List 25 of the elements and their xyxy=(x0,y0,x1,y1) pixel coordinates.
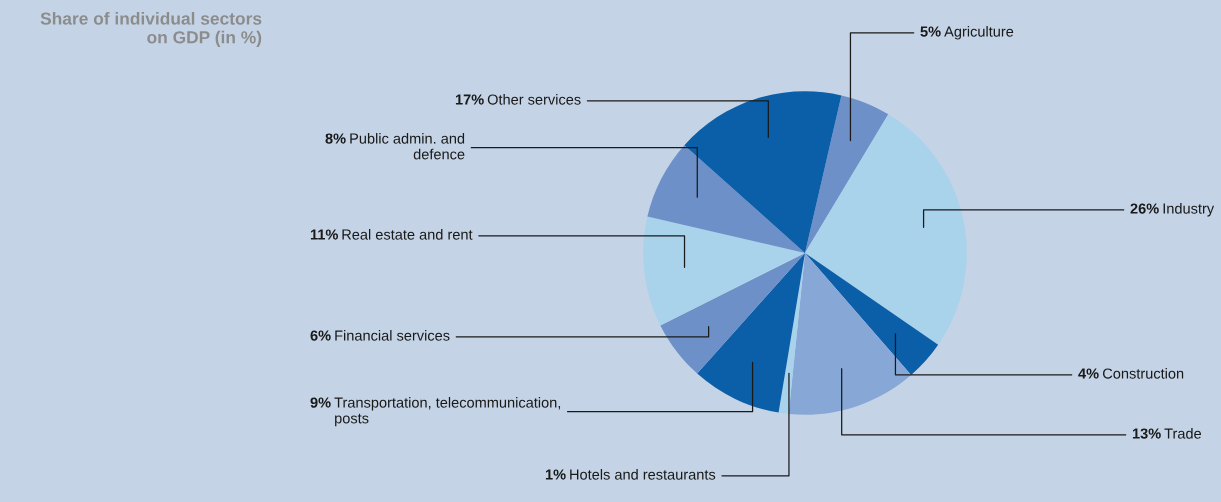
slice-label: Real estate and rent xyxy=(342,229,473,240)
slice-label: Construction xyxy=(1102,368,1184,379)
slice-label: Trade xyxy=(1164,428,1202,439)
slice-label: Agriculture xyxy=(944,26,1014,40)
pie-slice xyxy=(805,114,967,345)
slice-label: Industry xyxy=(1163,203,1215,217)
data-label: 8% xyxy=(325,133,346,144)
data-label: 17% xyxy=(455,94,484,105)
slice-label: Other services xyxy=(487,94,581,105)
data-label: 13% xyxy=(1132,428,1161,439)
pie-slice xyxy=(643,216,805,326)
data-label: 5% xyxy=(920,26,941,37)
slice-label: Transportation, telecommunication, posts xyxy=(334,397,561,427)
data-label: 1% xyxy=(545,469,566,480)
data-label: 9% xyxy=(310,397,331,408)
data-label: 4% xyxy=(1078,368,1099,379)
slice-label: Hotels and restaurants xyxy=(570,469,716,480)
slice-label: Public admin. and defence xyxy=(350,133,465,160)
pie-slice xyxy=(788,253,912,415)
data-label: 11% xyxy=(310,229,338,240)
text: Share of individual sectors on GDP (in %) xyxy=(40,12,262,47)
data-label: 6% xyxy=(310,330,331,341)
pie-slice xyxy=(805,95,889,253)
data-label: 26% xyxy=(1130,203,1159,214)
slice-label: Financial services xyxy=(335,330,450,341)
